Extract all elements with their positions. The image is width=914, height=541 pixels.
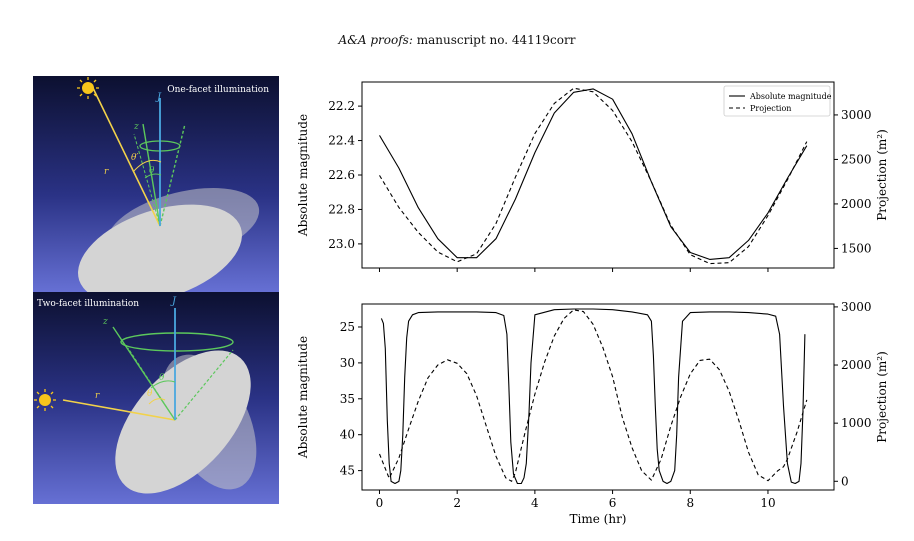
left-tick-label: 40 — [340, 428, 355, 442]
x-tick-label: 6 — [609, 496, 617, 510]
angle-theta: θ — [159, 373, 165, 383]
magnitude-series — [380, 308, 806, 485]
legend-entry: Projection — [750, 104, 791, 113]
right-tick-label: 1000 — [841, 416, 872, 430]
left-tick-label: 35 — [340, 392, 355, 406]
legend-box — [723, 85, 831, 117]
right-tick-label: 0 — [841, 474, 849, 488]
left-axis-label: Absolute magnitude — [296, 114, 310, 237]
left-axis-label: Absolute magnitude — [296, 336, 310, 459]
projection-series — [378, 309, 808, 482]
plot-frame — [361, 303, 835, 491]
right-axis-label: Projection (m²) — [875, 129, 889, 221]
one-facet-illustration: One-facet illumination J z r θ′ θ — [33, 76, 279, 292]
x-tick-label: 0 — [376, 496, 384, 510]
sun-icon — [34, 389, 56, 411]
right-tick-label: 3000 — [841, 108, 872, 122]
angle-theta-prime: θ′ — [131, 153, 138, 163]
left-tick-label: 45 — [340, 464, 355, 478]
left-tick-label: 22.6 — [328, 168, 355, 182]
right-tick-label: 2000 — [841, 358, 872, 372]
sun-ray — [92, 87, 161, 227]
right-tick-label: 2500 — [841, 152, 872, 166]
right-axis-label: Projection (m²) — [875, 351, 889, 443]
facet-label: z — [133, 122, 139, 132]
sun-icon — [77, 77, 99, 99]
magnitude-series — [379, 88, 808, 260]
left-tick-label: 22.4 — [328, 134, 355, 148]
facet-label: z — [102, 317, 108, 327]
ellipsoid-body — [78, 204, 242, 292]
x-axis-label: Time (hr) — [570, 512, 627, 526]
angle-theta: θ — [149, 166, 155, 176]
manuscript-id: manuscript no. 44119corr — [416, 33, 576, 47]
sun-vector-label: r — [104, 167, 109, 177]
right-tick-label: 3000 — [841, 300, 872, 314]
facet-normal-z — [112, 326, 176, 421]
spin-label: J — [170, 296, 177, 307]
journal-name: A&A proofs: — [338, 33, 413, 47]
illustration-title: Two-facet illumination — [37, 299, 139, 309]
x-tick-label: 4 — [531, 496, 539, 510]
projection-series — [379, 87, 808, 265]
right-tick-label: 2000 — [841, 197, 872, 211]
sun-vector-label: r — [95, 391, 100, 401]
left-tick-label: 23.0 — [328, 237, 355, 251]
ellipsoid-body — [115, 350, 251, 494]
spin-label: J — [155, 92, 162, 103]
left-tick-label: 25 — [340, 320, 355, 334]
x-tick-label: 2 — [453, 496, 461, 510]
angle-theta-sun: θ — [147, 389, 153, 399]
left-tick-label: 22.8 — [328, 202, 355, 216]
page-header: A&A proofs: manuscript no. 44119corr — [0, 33, 914, 47]
right-tick-label: 1500 — [841, 241, 872, 255]
sun-ray — [62, 399, 176, 421]
two-facet-illustration: Two-facet illumination J z r θ θ — [33, 292, 279, 504]
left-tick-label: 30 — [340, 356, 355, 370]
legend-entry: Absolute magnitude — [749, 92, 832, 101]
x-tick-label: 8 — [686, 496, 694, 510]
illustration-title: One-facet illumination — [167, 85, 269, 95]
left-tick-label: 22.2 — [328, 99, 355, 113]
x-tick-label: 10 — [760, 496, 775, 510]
